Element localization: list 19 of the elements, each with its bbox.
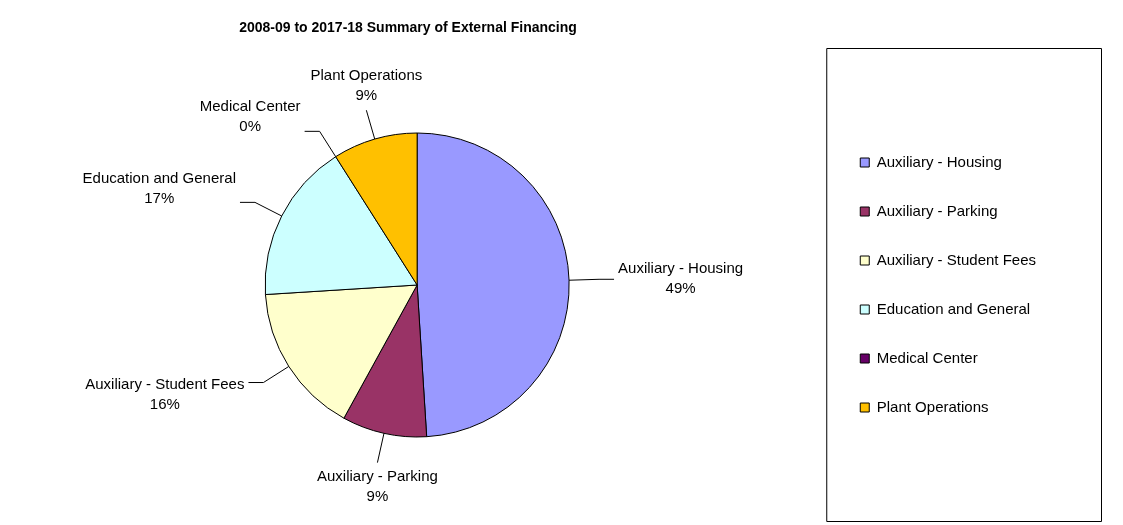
legend-label: Auxiliary - Parking: [876, 201, 998, 219]
data-label: 16%: [149, 394, 180, 412]
data-label: 9%: [355, 86, 378, 104]
data-label: 49%: [665, 279, 696, 297]
slice-label: Auxiliary - Student Fees: [85, 374, 245, 392]
slice-label: Auxiliary - Parking: [316, 466, 438, 484]
legend-label: Education and General: [876, 299, 1031, 317]
legend-label: Plant Operations: [876, 397, 989, 415]
slice-label: Education and General: [82, 168, 236, 186]
data-label: 17%: [144, 188, 175, 206]
category-label: Medical Center: [199, 97, 301, 115]
text: 0%: [239, 117, 262, 135]
slice-label: Auxiliary - Housing: [618, 259, 744, 277]
slice-label: Plant Operations: [310, 66, 423, 84]
data-label: 9%: [366, 486, 389, 504]
legend-label: Auxiliary - Housing: [876, 152, 1002, 170]
legend-label: Auxiliary - Student Fees: [876, 250, 1037, 268]
chart-title: 2008-09 to 2017-18 Summary of External Financing: [238, 18, 578, 37]
legend-label: Medical Center: [876, 348, 978, 366]
